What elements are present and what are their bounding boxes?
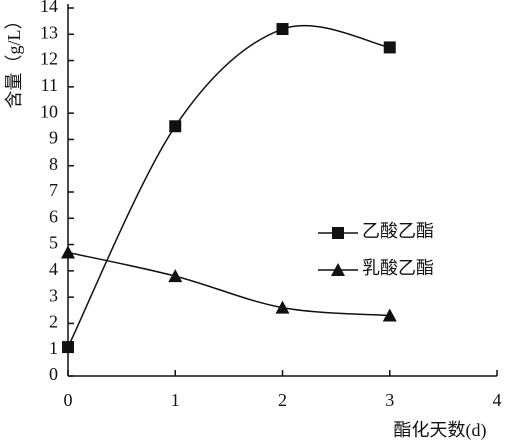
x-axis-label: 酯化天数(d) xyxy=(394,420,487,441)
marker xyxy=(382,308,397,322)
marker xyxy=(61,245,75,259)
series-line xyxy=(67,251,390,317)
legend-marker xyxy=(332,227,344,239)
x-tick-label: 1 xyxy=(171,390,180,410)
y-tick-label: 6 xyxy=(49,206,58,226)
x-tick-label: 4 xyxy=(493,390,502,410)
y-tick-label: 4 xyxy=(49,259,58,279)
y-tick-label: 3 xyxy=(49,285,58,305)
legend-marker xyxy=(331,263,345,276)
x-tick-label: 2 xyxy=(278,390,287,410)
y-tick-label: 10 xyxy=(40,101,58,121)
y-tick-label: 7 xyxy=(49,180,58,200)
y-tick-label: 5 xyxy=(49,233,58,253)
y-tick-label: 13 xyxy=(40,22,58,42)
marker xyxy=(168,269,183,283)
marker xyxy=(383,41,396,54)
legend-label: 乳酸乙酯 xyxy=(362,258,434,278)
y-axis-label: 含量（g/L） xyxy=(4,12,24,109)
y-tick-label: 0 xyxy=(49,364,58,384)
marker xyxy=(276,23,289,36)
series-line xyxy=(67,24,390,348)
x-tick-label: 0 xyxy=(64,390,73,410)
y-tick-label: 2 xyxy=(49,312,58,332)
marker xyxy=(169,120,182,133)
y-tick-label: 11 xyxy=(41,75,58,95)
marker xyxy=(62,341,74,354)
legend-label: 乙酸乙酯 xyxy=(362,221,434,241)
marker xyxy=(275,300,290,314)
x-tick-label: 3 xyxy=(385,390,394,410)
y-tick-label: 14 xyxy=(40,0,58,16)
y-tick-label: 12 xyxy=(40,49,58,69)
y-tick-label: 1 xyxy=(49,338,58,358)
y-tick-label: 8 xyxy=(49,154,58,174)
y-tick-label: 9 xyxy=(49,128,58,148)
